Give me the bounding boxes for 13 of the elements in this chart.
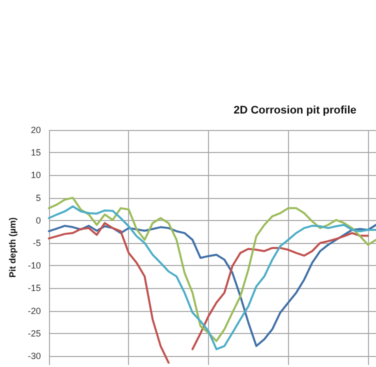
y-tick-label: 10 [30,170,41,180]
y-tick-label: -30 [28,350,41,361]
y-axis-title: Pit depth (µm) [8,217,18,278]
y-tick-label: 15 [30,148,41,158]
y-tick-label: 20 [30,125,41,135]
y-tick-label: -25 [28,328,41,338]
y-tick-label: 5 [36,192,41,203]
y-tick-label: -20 [28,306,41,316]
y-tick-label: -10 [28,260,41,271]
y-tick-label: -15 [28,283,41,294]
y-tick-label: -5 [32,238,41,248]
chart-title: 2D Corrosion pit profile [234,104,356,116]
y-tick-label: 0 [36,215,41,226]
